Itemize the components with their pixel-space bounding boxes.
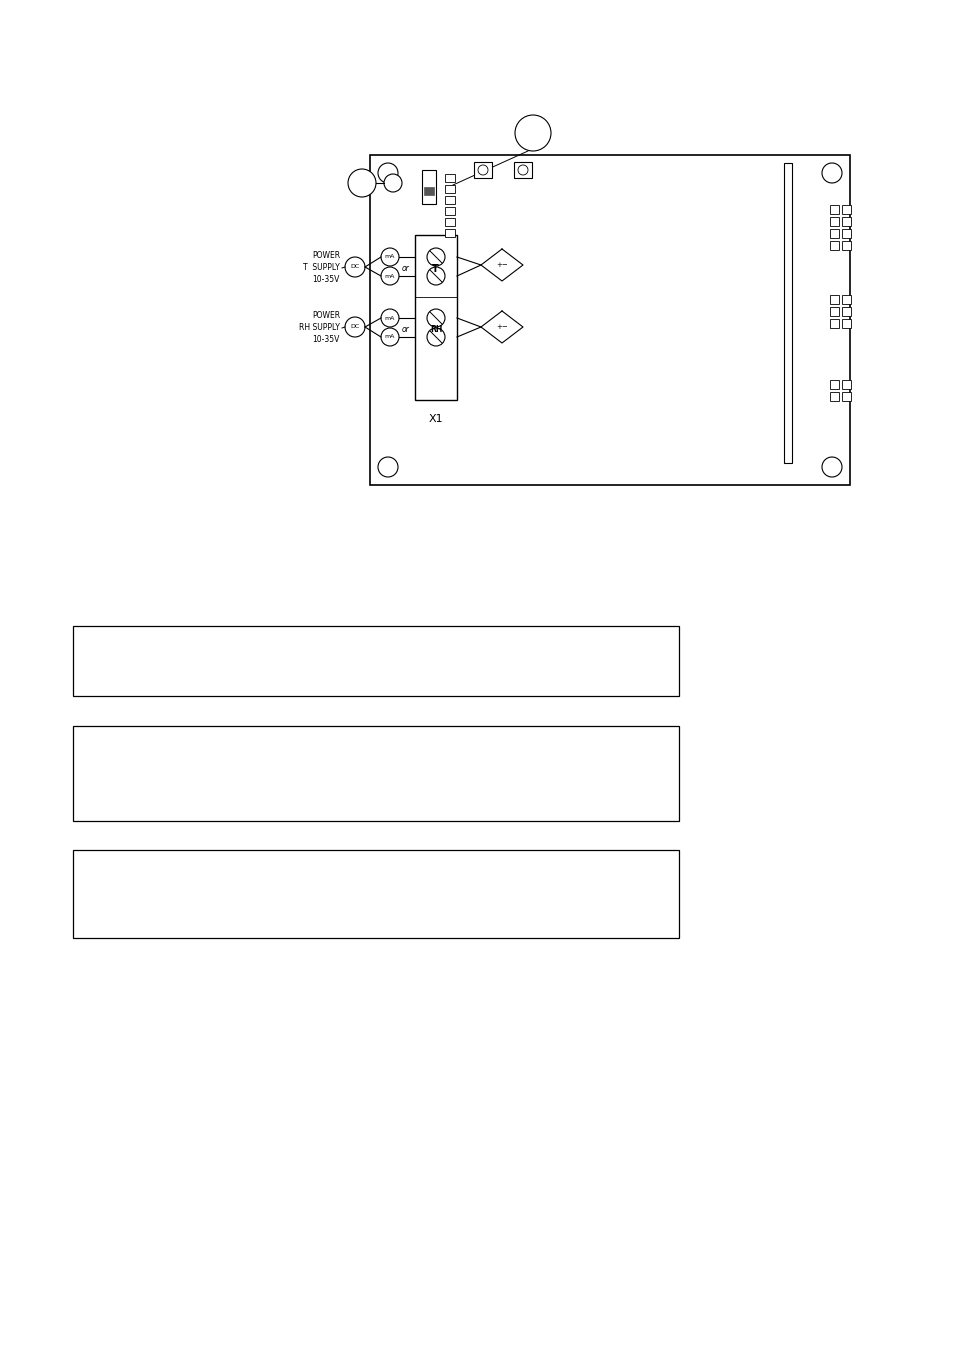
Bar (444, 230, 455, 238)
Text: +−: +− (496, 324, 507, 329)
Circle shape (477, 165, 488, 176)
Text: POWER: POWER (312, 251, 339, 261)
Bar (370, 155, 849, 485)
Bar (474, 162, 492, 178)
Circle shape (517, 165, 527, 176)
Bar (444, 174, 455, 182)
Text: T: T (431, 263, 438, 274)
Bar (829, 319, 838, 328)
Text: +−: +− (496, 262, 507, 269)
Text: or: or (401, 325, 410, 333)
Text: mA: mA (384, 274, 395, 278)
Circle shape (427, 309, 444, 327)
Bar (829, 230, 838, 238)
Bar (444, 217, 455, 225)
Bar (829, 379, 838, 389)
Circle shape (427, 248, 444, 266)
Circle shape (345, 317, 365, 338)
Text: DC: DC (350, 324, 359, 329)
Text: POWER: POWER (312, 312, 339, 320)
Bar (829, 296, 838, 304)
Text: RH SUPPLY: RH SUPPLY (299, 324, 339, 332)
Bar (415, 235, 456, 400)
Bar (514, 162, 532, 178)
Text: X1: X1 (428, 414, 443, 424)
Bar (73, 626, 679, 697)
Bar (423, 188, 434, 194)
Circle shape (345, 256, 365, 277)
Circle shape (380, 267, 398, 285)
Text: DC: DC (350, 265, 359, 270)
Circle shape (380, 309, 398, 327)
Bar (841, 296, 850, 304)
Bar (829, 205, 838, 215)
Bar (829, 217, 838, 225)
Circle shape (427, 267, 444, 285)
Circle shape (427, 328, 444, 346)
Bar (783, 163, 791, 463)
Bar (841, 217, 850, 225)
Bar (841, 205, 850, 215)
Text: mA: mA (384, 335, 395, 339)
Bar (421, 170, 436, 204)
Text: 10-35V: 10-35V (313, 336, 339, 344)
Circle shape (377, 163, 397, 184)
Bar (841, 306, 850, 316)
Circle shape (384, 174, 401, 192)
Circle shape (380, 328, 398, 346)
Bar (841, 230, 850, 238)
Text: mA: mA (384, 316, 395, 320)
Circle shape (380, 248, 398, 266)
Circle shape (821, 163, 841, 184)
Circle shape (515, 115, 551, 151)
Bar (829, 242, 838, 250)
Text: 10-35V: 10-35V (313, 275, 339, 285)
Circle shape (348, 169, 375, 197)
Text: or: or (401, 265, 410, 273)
Text: T  SUPPLY: T SUPPLY (303, 263, 339, 273)
Circle shape (377, 458, 397, 477)
Bar (841, 242, 850, 250)
Bar (829, 306, 838, 316)
Bar (444, 185, 455, 193)
Circle shape (821, 458, 841, 477)
Bar (444, 207, 455, 215)
Bar (444, 196, 455, 204)
Bar (841, 392, 850, 401)
Text: RH: RH (430, 325, 442, 333)
Bar (841, 379, 850, 389)
Bar (73, 726, 679, 821)
Text: mA: mA (384, 255, 395, 259)
Bar (841, 319, 850, 328)
Bar (829, 392, 838, 401)
Bar (73, 850, 679, 938)
